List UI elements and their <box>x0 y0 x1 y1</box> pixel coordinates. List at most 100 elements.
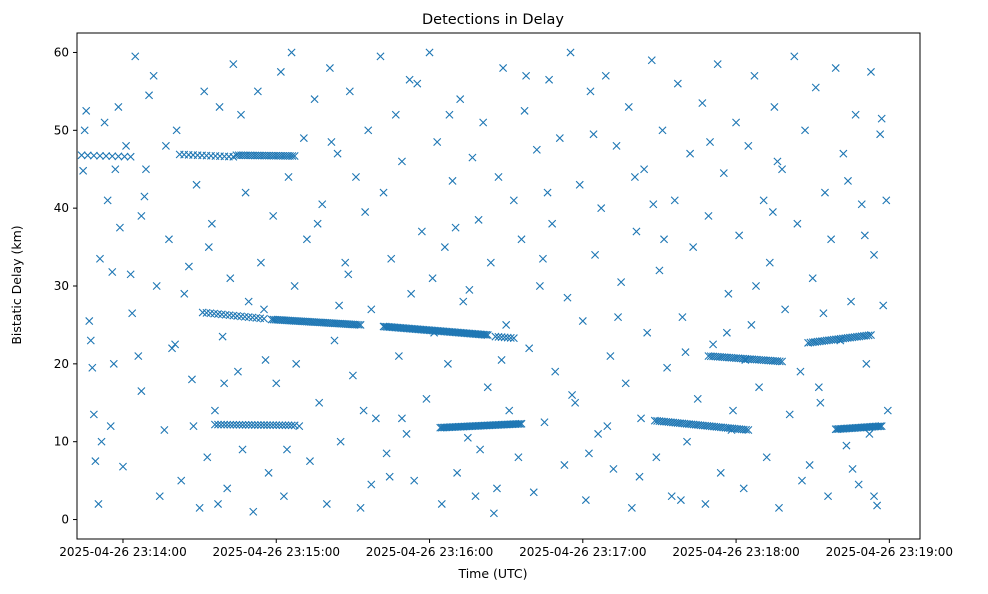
scatter-point <box>775 503 783 512</box>
scatter-point <box>816 398 825 407</box>
scatter-point <box>233 367 242 376</box>
scatter-point <box>770 102 779 111</box>
scatter-point <box>88 363 97 372</box>
track-point <box>281 421 290 430</box>
scatter-point <box>413 79 422 88</box>
scatter-point <box>128 309 137 318</box>
scatter-point <box>543 188 552 197</box>
scatter-point <box>494 173 503 182</box>
scatter-point <box>302 235 311 244</box>
x-tick-label: 2025-04-26 23:17:00 <box>519 545 646 559</box>
scatter-point <box>882 196 891 205</box>
track-point <box>491 332 500 341</box>
scatter-point <box>330 336 339 345</box>
scatter-point <box>857 200 866 209</box>
scatter-point <box>327 137 336 146</box>
y-tick-label: 60 <box>54 45 69 59</box>
scatter-point <box>445 110 454 119</box>
y-tick-label: 0 <box>61 513 69 527</box>
scatter-point <box>848 464 857 473</box>
scatter-point <box>801 126 810 135</box>
track-point <box>275 421 284 430</box>
scatter-point <box>336 437 345 446</box>
track-point <box>77 151 86 160</box>
scatter-point <box>189 422 198 431</box>
scatter-point <box>367 480 376 489</box>
scatter-point <box>676 496 685 505</box>
scatter-point <box>704 211 713 220</box>
scatter-point <box>839 149 848 158</box>
scatter-point <box>597 204 606 213</box>
scatter-point <box>627 503 636 512</box>
track-point <box>253 420 262 429</box>
scatter-point <box>443 359 452 368</box>
scatter-point <box>405 75 414 84</box>
scatter-point <box>260 305 268 314</box>
track-point <box>226 420 235 429</box>
y-tick-label: 30 <box>54 279 69 293</box>
scatter-point <box>318 200 327 209</box>
scatter-point <box>223 484 232 493</box>
scatter-point <box>387 254 396 263</box>
track-point <box>114 152 123 161</box>
scatter-point <box>140 192 149 201</box>
track-point <box>290 152 299 160</box>
scatter-point <box>584 449 593 458</box>
scatter-point <box>522 71 531 80</box>
scatter-point <box>686 149 695 158</box>
scatter-point <box>122 141 131 150</box>
scatter-point <box>805 461 814 470</box>
scatter-point <box>876 130 885 139</box>
scatter-point <box>237 110 245 119</box>
scatter-point <box>854 480 863 489</box>
track-point <box>877 422 886 431</box>
track-point <box>217 420 226 429</box>
scatter-point <box>624 102 633 111</box>
scatter-point <box>560 461 569 470</box>
scatter-point <box>279 492 288 501</box>
track-point <box>356 320 365 329</box>
scatter-point <box>341 258 350 267</box>
track-point <box>864 331 873 340</box>
scatter-point <box>241 188 250 197</box>
scatter-point <box>407 289 416 298</box>
scatter-point <box>762 453 771 462</box>
x-tick-label: 2025-04-26 23:19:00 <box>826 545 953 559</box>
scatter-point <box>476 445 485 454</box>
scatter-point <box>180 289 189 298</box>
scatter-point <box>843 176 852 185</box>
scatter-point <box>781 305 790 314</box>
track-point <box>263 421 272 430</box>
scatter-point <box>842 441 851 450</box>
scatter-point <box>333 149 342 158</box>
scatter-point <box>724 289 733 298</box>
y-axis: 0 10 20 30 40 50 60 <box>54 45 77 527</box>
scatter-point <box>741 355 750 364</box>
scatter-point <box>356 503 365 512</box>
scatter-point <box>655 266 664 275</box>
track-point <box>108 152 117 161</box>
x-tick-label: 2025-04-26 23:15:00 <box>213 545 340 559</box>
scatter-point <box>509 196 518 205</box>
scatter-point <box>866 67 875 76</box>
scatter-point <box>361 208 370 217</box>
track-point <box>506 333 515 342</box>
scatter-point <box>739 484 748 493</box>
scatter-point <box>391 110 400 119</box>
scatter-point <box>796 367 805 376</box>
scatter-point <box>667 492 676 501</box>
scatter-point <box>824 492 833 501</box>
scatter-point <box>177 476 186 485</box>
scatter-point <box>204 243 213 252</box>
track-point <box>232 420 241 429</box>
scatter-point <box>471 492 480 501</box>
scatter-point <box>635 472 644 481</box>
scatter-point <box>640 165 649 174</box>
scatter-point <box>632 227 641 236</box>
scatter-point <box>545 75 554 84</box>
scatter-point <box>548 219 557 228</box>
scatter-point <box>397 414 406 423</box>
y-tick-label: 20 <box>54 357 69 371</box>
